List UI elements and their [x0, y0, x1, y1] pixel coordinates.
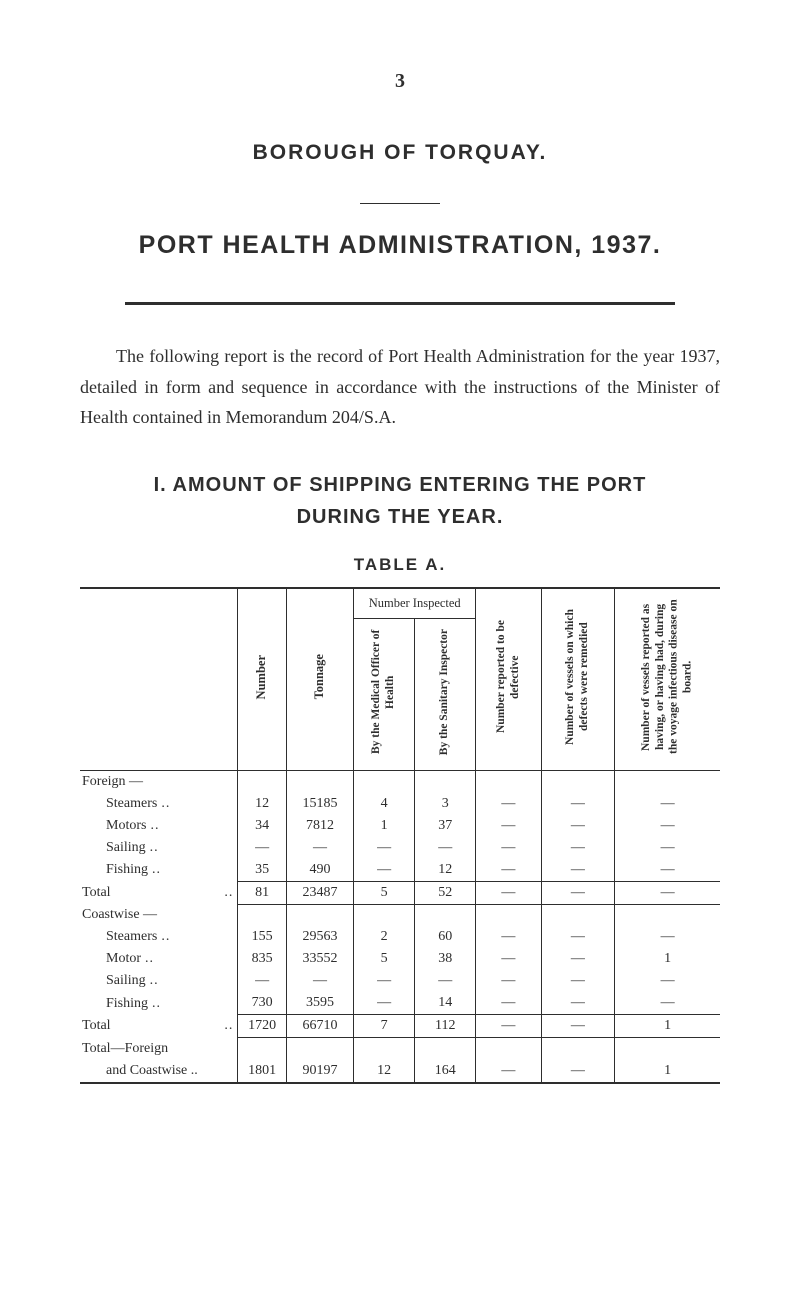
group-header-row: Foreign — — [80, 770, 720, 793]
grand-total-row: and Coastwise .. 1801 90197 12 164 — — 1 — [80, 1060, 720, 1083]
header-defects-remedied: Number of vessels on which defects were … — [541, 588, 615, 771]
group-name: Coastwise — — [80, 904, 238, 926]
table-row: Steamers.. 12 15185 4 3 — — — — [80, 793, 720, 815]
group-name: Foreign — — [80, 770, 238, 793]
table-body: Foreign — Steamers.. 12 15185 4 3 — — — … — [80, 770, 720, 1083]
header-by-medical: By the Medical Officer of Health — [354, 618, 415, 770]
borough-line: BOROUGH OF TORQUAY. — [80, 141, 720, 165]
header-number: Number — [238, 588, 286, 771]
table-header: Number Tonnage Number Inspected Number r… — [80, 588, 720, 771]
table-row: Fishing.. 35 490 — 12 — — — — [80, 859, 720, 882]
header-reported-defective: Number reported to be defective — [476, 588, 541, 771]
table-row: Motors.. 34 7812 1 37 — — — — [80, 815, 720, 837]
table-a: Number Tonnage Number Inspected Number r… — [80, 587, 720, 1084]
table-row: Motor.. 835 33552 5 38 — — 1 — [80, 948, 720, 970]
rule-short — [80, 191, 720, 209]
page-number: 3 — [80, 70, 720, 93]
table-row: Sailing.. — — — — — — — — [80, 970, 720, 992]
section-heading-line1: I. AMOUNT OF SHIPPING ENTERING THE PORT — [154, 474, 647, 496]
table-row: Sailing.. — — — — — — — — [80, 837, 720, 859]
table-row: Steamers.. 155 29563 2 60 — — — — [80, 926, 720, 948]
title-underline — [125, 302, 675, 305]
section-heading-line2: DURING THE YEAR. — [297, 506, 504, 528]
subtotal-row: Total.. 1720 66710 7 112 — — 1 — [80, 1015, 720, 1038]
header-tonnage: Tonnage — [286, 588, 353, 771]
subtotal-row: Total.. 81 23487 5 52 — — — — [80, 881, 720, 904]
section-heading: I. AMOUNT OF SHIPPING ENTERING THE PORT … — [80, 469, 720, 533]
table-row: Fishing.. 730 3595 — 14 — — — — [80, 992, 720, 1015]
header-blank — [80, 588, 238, 771]
grand-total-label-row: Total—Foreign — [80, 1038, 720, 1060]
header-by-sanitary: By the Sanitary Inspector — [415, 618, 476, 770]
page: 3 BOROUGH OF TORQUAY. PORT HEALTH ADMINI… — [0, 0, 800, 1292]
header-inspected-group: Number Inspected — [354, 588, 476, 619]
intro-paragraph: The following report is the record of Po… — [80, 341, 720, 433]
main-title: PORT HEALTH ADMINISTRATION, 1937. — [80, 231, 720, 266]
group-header-row: Coastwise — — [80, 904, 720, 926]
header-disease: Number of vessels reported as having, or… — [615, 588, 720, 771]
table-heading: TABLE A. — [80, 555, 720, 575]
